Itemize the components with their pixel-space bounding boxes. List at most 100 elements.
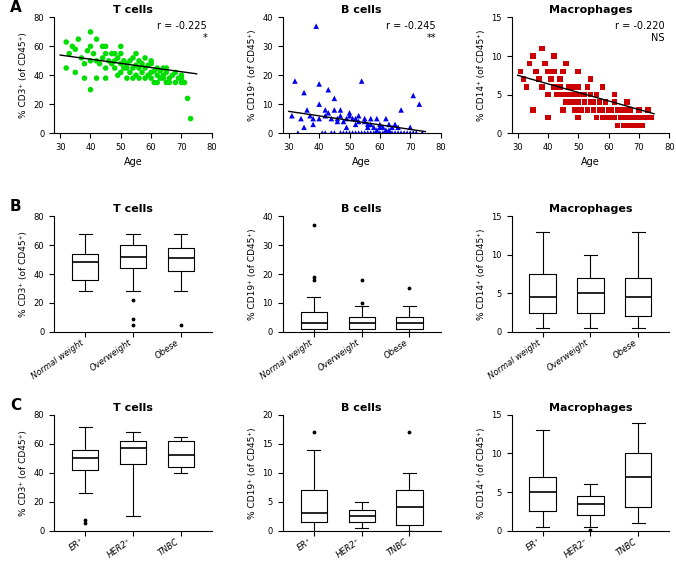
- Point: [70, 68, 80, 77]
- Point: [646, 113, 656, 122]
- Title: B cells: B cells: [341, 5, 382, 15]
- Text: A: A: [10, 0, 22, 15]
- Point: [94, 59, 105, 68]
- Point: [293, 128, 304, 138]
- Point: [155, 73, 166, 83]
- Point: [91, 73, 102, 83]
- Point: [573, 97, 583, 107]
- Point: [579, 97, 589, 107]
- Point: [323, 85, 334, 94]
- Point: [112, 53, 123, 62]
- Point: [289, 76, 300, 86]
- Point: [170, 68, 180, 77]
- Point: [371, 128, 382, 138]
- Point: [381, 114, 391, 123]
- Point: [564, 82, 575, 92]
- Point: [128, 53, 139, 62]
- Point: [308, 120, 318, 129]
- Text: B: B: [10, 199, 22, 214]
- Point: [134, 64, 145, 73]
- Point: [116, 49, 126, 58]
- Point: [308, 114, 318, 123]
- Point: [128, 73, 139, 83]
- Point: [85, 56, 96, 65]
- Point: [387, 122, 397, 132]
- Point: [554, 82, 565, 92]
- Point: [354, 111, 364, 120]
- Point: [103, 56, 114, 65]
- Point: [176, 73, 187, 83]
- Point: [338, 117, 349, 126]
- Point: [552, 90, 562, 99]
- Point: [637, 121, 648, 130]
- Point: [314, 100, 324, 109]
- Point: [615, 113, 626, 122]
- Point: [359, 117, 370, 126]
- Point: [61, 64, 72, 73]
- Point: [155, 66, 166, 76]
- Point: [393, 122, 404, 132]
- Point: [631, 121, 642, 130]
- Point: [295, 114, 306, 123]
- Point: [176, 78, 187, 87]
- Point: [116, 59, 126, 68]
- Point: [167, 71, 178, 80]
- Point: [585, 97, 596, 107]
- Point: [146, 56, 157, 65]
- Point: [329, 106, 340, 115]
- Point: [320, 106, 331, 115]
- Point: [143, 61, 153, 70]
- Point: [414, 100, 425, 109]
- Point: [582, 106, 593, 115]
- Point: [411, 128, 422, 138]
- Point: [359, 114, 370, 123]
- Point: [633, 113, 644, 122]
- Point: [619, 106, 629, 115]
- Y-axis label: % CD3⁺ (of CD45⁺): % CD3⁺ (of CD45⁺): [19, 231, 28, 317]
- Point: [368, 122, 379, 132]
- Point: [362, 128, 373, 138]
- Point: [110, 49, 120, 58]
- Point: [597, 106, 608, 115]
- Point: [354, 128, 364, 138]
- Point: [158, 73, 169, 83]
- Y-axis label: % CD19⁺ (of CD45⁺): % CD19⁺ (of CD45⁺): [248, 30, 257, 121]
- Point: [326, 128, 337, 138]
- Point: [314, 79, 324, 89]
- Point: [600, 113, 611, 122]
- Point: [570, 90, 581, 99]
- Point: [621, 97, 632, 107]
- Point: [124, 56, 135, 65]
- Point: [112, 71, 123, 80]
- Point: [609, 90, 620, 99]
- Point: [579, 90, 589, 99]
- Point: [146, 68, 157, 77]
- Point: [152, 71, 163, 80]
- Point: [582, 82, 593, 92]
- Point: [625, 113, 635, 122]
- Title: Macrophages: Macrophages: [549, 204, 632, 214]
- Point: [320, 111, 331, 120]
- Text: **: **: [427, 33, 436, 43]
- Point: [597, 113, 608, 122]
- Point: [179, 78, 190, 87]
- Point: [140, 64, 151, 73]
- Point: [100, 49, 111, 58]
- Point: [362, 120, 373, 129]
- Point: [405, 122, 416, 132]
- Point: [639, 113, 650, 122]
- Point: [588, 106, 599, 115]
- Text: C: C: [10, 398, 21, 413]
- Point: [320, 128, 331, 138]
- Point: [558, 66, 569, 76]
- Title: Macrophages: Macrophages: [549, 5, 632, 15]
- Point: [170, 78, 180, 87]
- Point: [609, 113, 620, 122]
- Point: [597, 82, 608, 92]
- Point: [140, 53, 151, 62]
- Point: [603, 113, 614, 122]
- Point: [91, 34, 102, 44]
- Title: T cells: T cells: [113, 5, 153, 15]
- Point: [594, 97, 605, 107]
- Point: [560, 59, 571, 68]
